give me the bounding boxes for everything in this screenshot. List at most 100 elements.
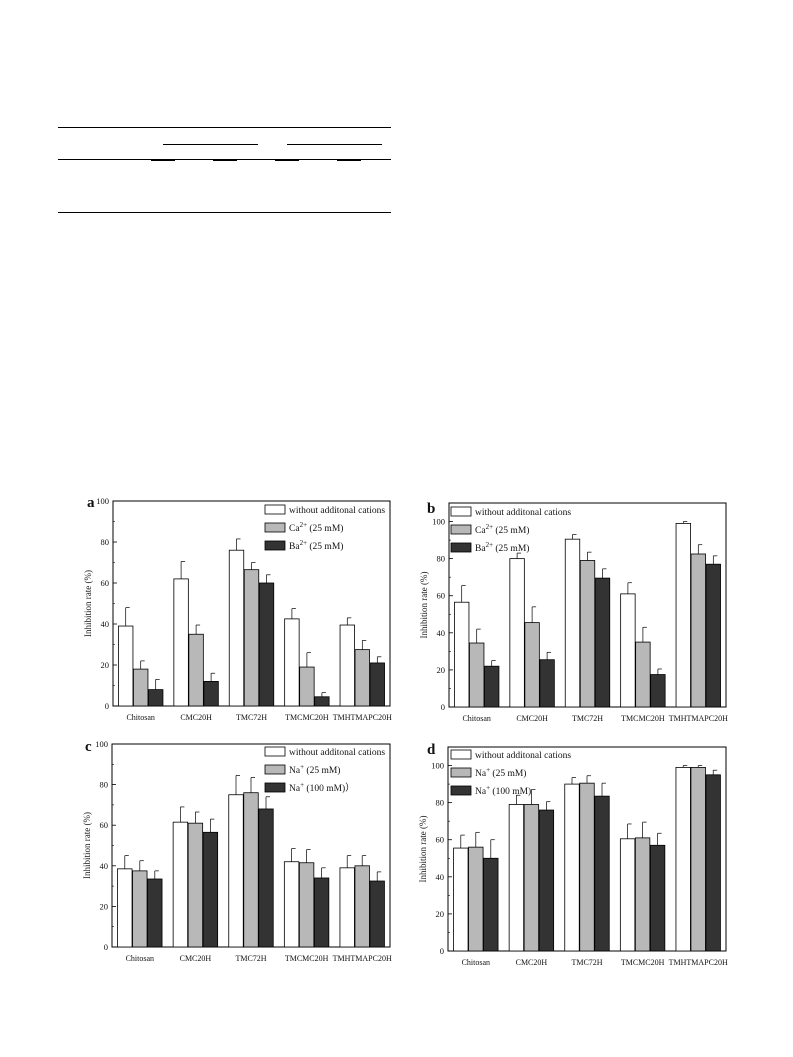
legend-swatch	[264, 746, 286, 757]
bar	[243, 792, 259, 948]
y-tick-label: 40	[436, 872, 445, 882]
y-axis-label: Inhibition rate (%)	[418, 816, 428, 883]
bar	[258, 582, 275, 707]
x-tick-label: TMHTMAPC20H	[333, 713, 392, 722]
y-tick-label: 20	[436, 909, 445, 919]
legend-swatch	[450, 767, 472, 778]
bar	[133, 668, 149, 707]
table-group-rule-2	[287, 144, 382, 145]
bar	[619, 838, 636, 952]
y-tick-label: 20	[437, 665, 446, 675]
bar	[539, 659, 555, 708]
legend-swatch	[450, 785, 472, 796]
bar	[690, 553, 706, 708]
bar	[469, 642, 485, 708]
y-tick-label: 0	[104, 942, 108, 952]
y-tick-label: 80	[436, 798, 445, 808]
table-group-rule-1	[163, 144, 258, 145]
y-tick-label: 100	[431, 761, 444, 771]
y-tick-label: 100	[95, 739, 108, 749]
x-tick-label: TMCMC20H	[621, 714, 665, 723]
table-cell-mark-3	[275, 159, 299, 161]
panel-letter: c	[85, 739, 92, 755]
y-tick-label: 100	[432, 517, 445, 527]
bar	[369, 880, 385, 948]
bar	[258, 808, 274, 948]
legend-label: Na+ (100 mM)）	[289, 781, 355, 794]
x-tick-label: Chitosan	[126, 713, 154, 722]
panel-letter: b	[427, 501, 435, 517]
bar	[523, 804, 540, 952]
bar	[313, 877, 330, 948]
bar	[690, 767, 706, 952]
bar	[187, 822, 204, 948]
x-tick-label: TMCMC20H	[285, 713, 329, 722]
bar	[705, 774, 721, 952]
bar	[354, 649, 370, 707]
bar	[484, 665, 500, 708]
table-top-rule	[58, 127, 391, 128]
bar	[339, 624, 355, 707]
legend-swatch	[450, 506, 472, 517]
y-tick-label: 100	[96, 496, 109, 506]
bar	[649, 844, 666, 952]
x-tick-label: TMHTMAPC20H	[669, 714, 728, 723]
x-tick-label: TMCMC20H	[621, 958, 665, 967]
y-axis-label: Inhibition rate (%)	[83, 570, 93, 637]
bar	[314, 696, 330, 707]
legend-label: Na+ (25 mM)	[289, 763, 340, 776]
bar	[203, 681, 219, 707]
y-tick-label: 40	[101, 619, 110, 629]
bar	[188, 633, 204, 707]
bar	[117, 868, 133, 948]
y-tick-label: 0	[440, 946, 444, 956]
bar	[564, 783, 580, 952]
x-tick-label: CMC20H	[180, 954, 212, 963]
bar	[579, 560, 596, 708]
legend-swatch	[264, 764, 286, 775]
legend-label: Ba2+ (25 mM)	[475, 541, 529, 554]
y-tick-label: 0	[105, 701, 109, 711]
bar	[299, 666, 315, 707]
x-tick-label: TMC72H	[235, 954, 266, 963]
legend-label: without additonal cations	[475, 508, 571, 518]
bar	[453, 847, 469, 952]
bar	[705, 563, 721, 708]
y-tick-label: 80	[101, 537, 110, 547]
bar	[635, 641, 651, 708]
legend-label: without additonal cations	[289, 506, 385, 516]
y-tick-label: 60	[101, 578, 110, 588]
bar	[148, 689, 164, 707]
chart-panel-a: a 0 20 40 60 80 100 Inhibition rate (%) Chitosan…	[83, 495, 392, 722]
chart-panel-b: b 0 20 40 60 80 100 Inhibition rate (%) Chitosan…	[419, 501, 728, 723]
y-axis-label: Inhibition rate (%)	[419, 572, 429, 639]
legend-label: Na+ (100 mM)	[475, 784, 531, 797]
bar	[173, 578, 189, 707]
bar	[483, 857, 499, 952]
x-tick-label: TMHTMAPC20H	[669, 958, 728, 967]
bar	[468, 846, 484, 952]
chart-panel-d: d 0 20 40 60 80 100 Inhibition rate (%) Chitosan…	[418, 742, 728, 967]
bar	[564, 538, 581, 708]
legend-label: without additonal cations	[475, 751, 571, 761]
bar	[228, 549, 245, 707]
legend-label: Ba2+ (25 mM)	[289, 539, 343, 552]
y-tick-label: 20	[100, 901, 109, 911]
x-tick-label: Chitosan	[126, 954, 154, 963]
legend-swatch	[450, 524, 472, 535]
bar	[675, 523, 691, 708]
x-tick-label: TMC72H	[572, 714, 603, 723]
legend-swatch	[450, 749, 472, 760]
bar	[634, 837, 651, 952]
x-tick-label: TMC72H	[236, 713, 267, 722]
bar	[243, 569, 260, 707]
bar	[298, 862, 315, 948]
bar	[284, 618, 300, 707]
bar	[538, 809, 555, 952]
y-tick-label: 0	[441, 702, 445, 712]
y-tick-label: 20	[101, 660, 110, 670]
y-tick-label: 80	[100, 780, 109, 790]
bar	[202, 831, 219, 948]
x-tick-label: Chitosan	[462, 958, 490, 967]
